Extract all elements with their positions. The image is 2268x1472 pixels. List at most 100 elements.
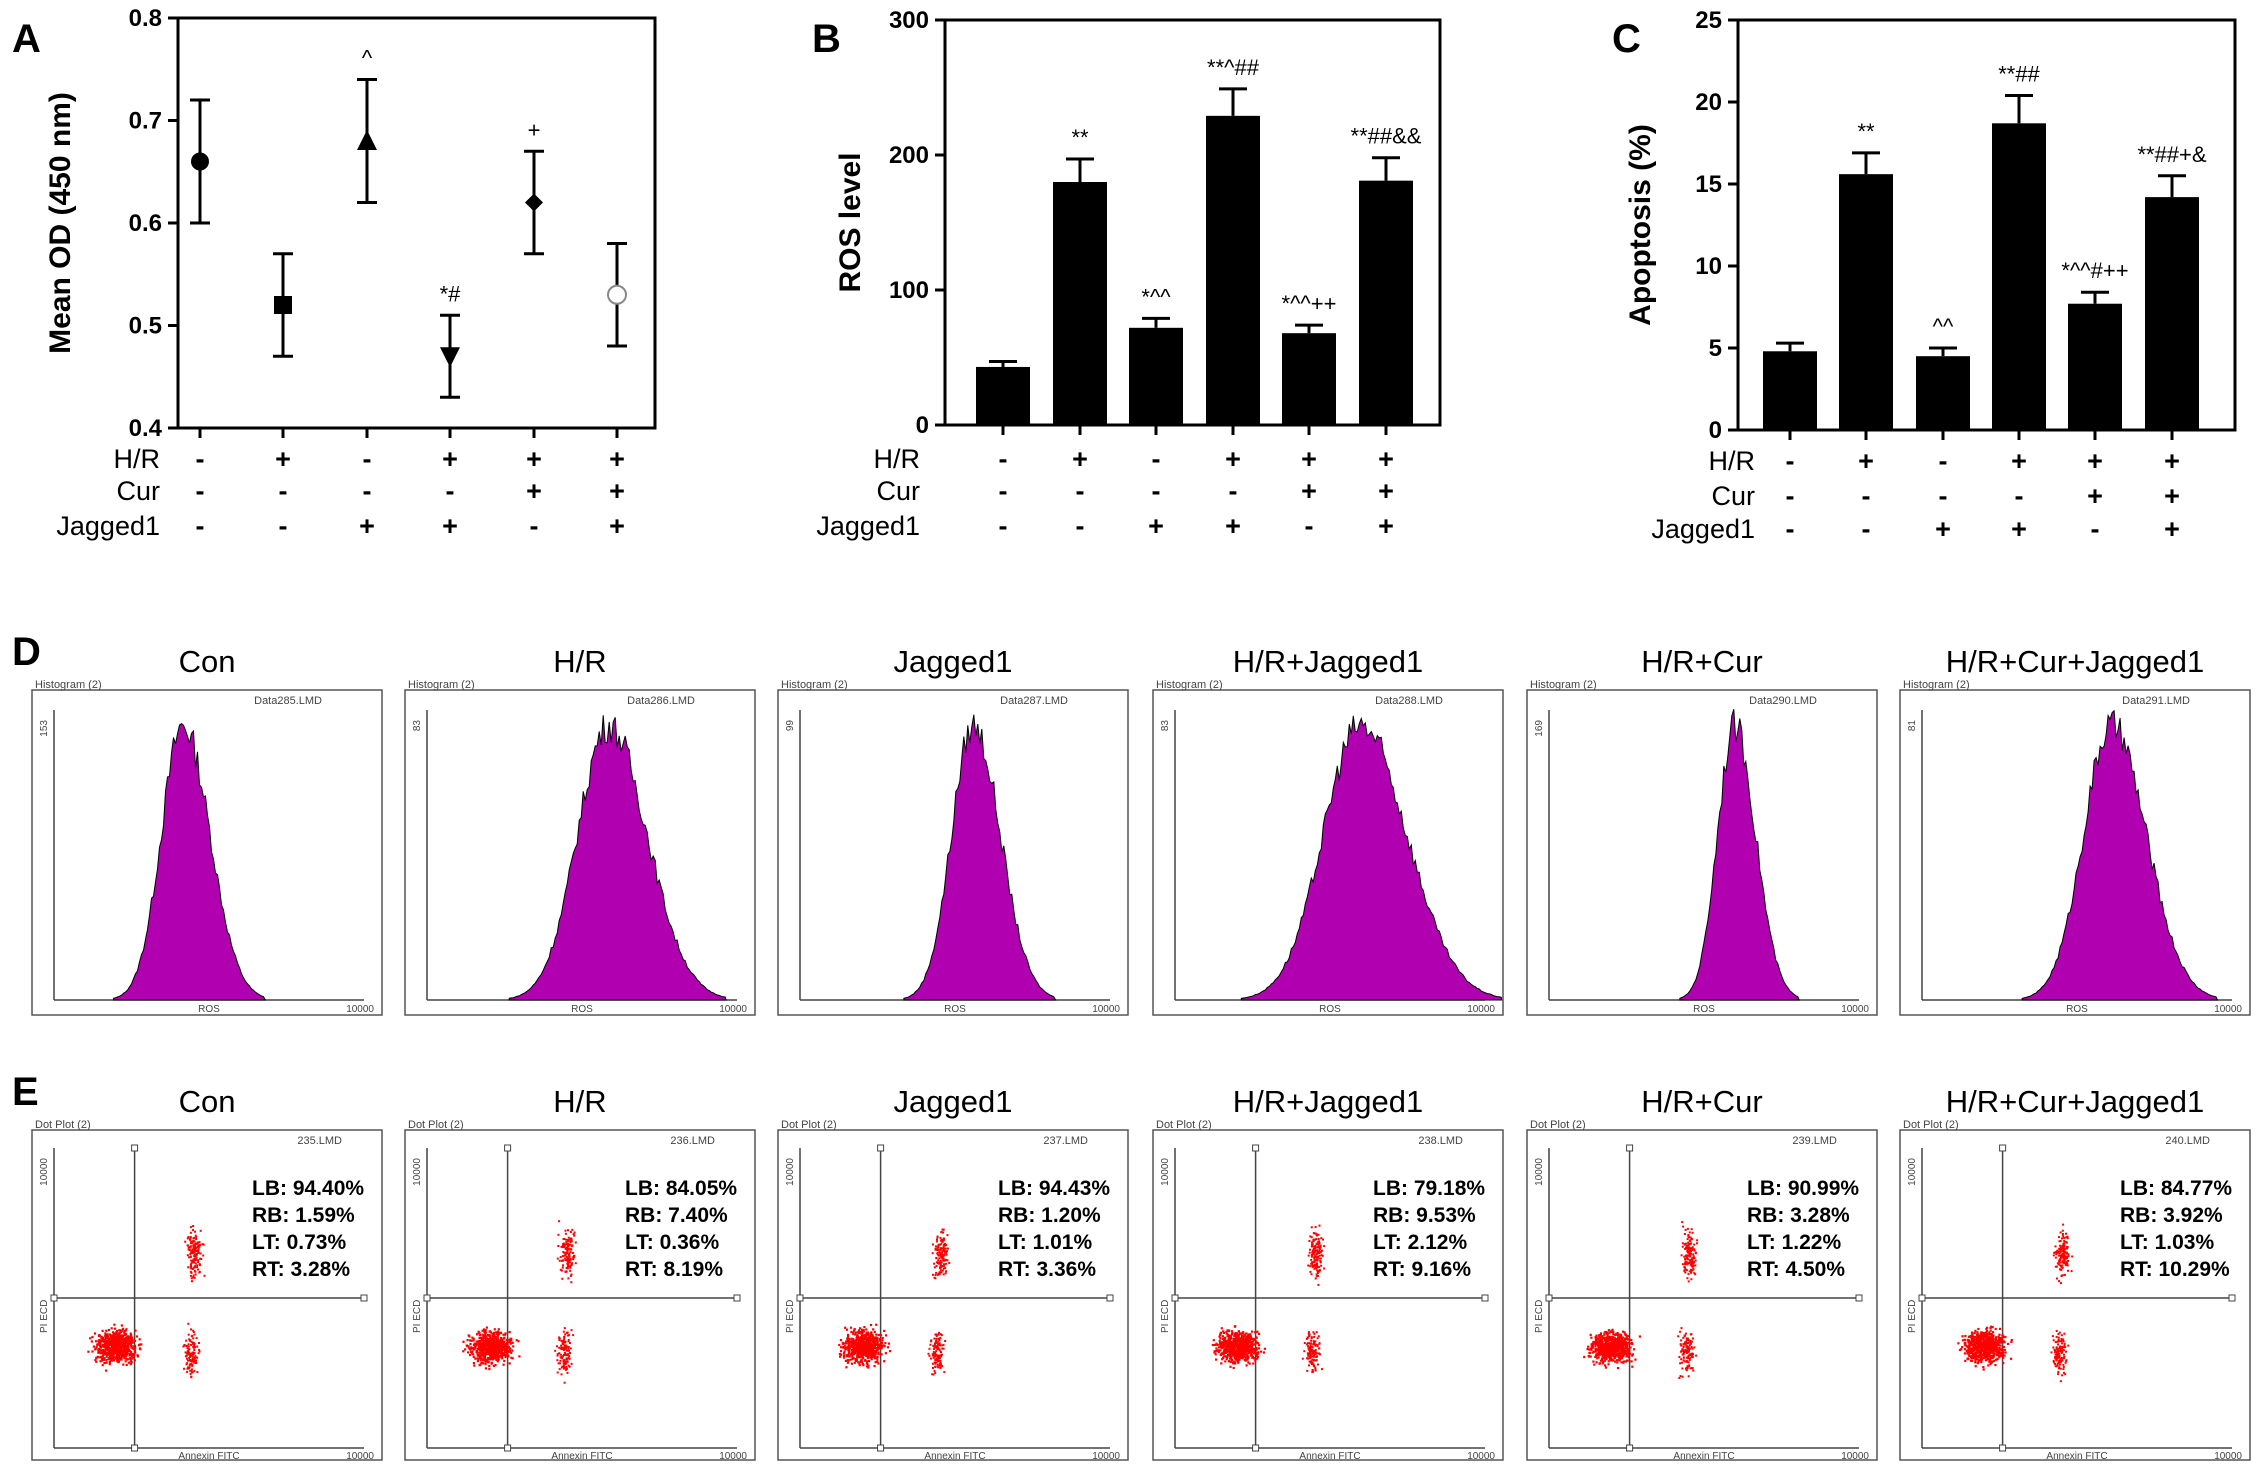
dotplot-dot [1630, 1338, 1633, 1342]
dotplot-dot [565, 1238, 568, 1241]
dotplot-dot [870, 1334, 873, 1337]
dotplot-dot [1690, 1346, 1693, 1348]
dotplot-dot [109, 1337, 112, 1340]
dotplot-dot [944, 1340, 947, 1342]
dotplot-dot [500, 1340, 503, 1343]
dotplot-dot [470, 1352, 474, 1355]
dotplot-dot [1227, 1350, 1230, 1353]
dotplot-dot [199, 1264, 202, 1267]
dotplot-dot [1689, 1243, 1692, 1246]
dotplot-dot [943, 1259, 946, 1262]
dotplot-dot [569, 1243, 572, 1246]
dotplot-dot [567, 1340, 570, 1343]
dotplot-dot [125, 1332, 128, 1335]
dotplot-dot [103, 1357, 106, 1360]
dotplot-dot [1256, 1342, 1260, 1345]
dotplot-dot [1224, 1336, 1227, 1339]
dotplot-dot [1593, 1341, 1596, 1344]
dotplot-dot [472, 1353, 475, 1356]
dotplot-dot [565, 1344, 568, 1347]
dotplot-dot [1610, 1352, 1613, 1355]
dotplot-dot [1597, 1345, 1600, 1348]
dotplot-dot [95, 1345, 98, 1349]
dotplot-dot [496, 1360, 499, 1363]
histogram-xlabel: ROS [1319, 1004, 1341, 1015]
dotplot-dot [1229, 1345, 1232, 1349]
dotplot-dot [1230, 1349, 1233, 1352]
dotplot-dot [1214, 1343, 1217, 1346]
chart-b-ylabel: ROS level [834, 152, 867, 292]
dotplot-dot [939, 1366, 942, 1369]
dotplot-dot [1312, 1248, 1315, 1250]
dotplot-dot [107, 1345, 110, 1348]
dotplot-dot [877, 1333, 880, 1337]
dotplot-title: Con [179, 1084, 236, 1119]
dotplot-dot [500, 1352, 503, 1355]
dotplot-dot [105, 1342, 108, 1345]
dotplot-dot [97, 1341, 101, 1344]
dotplot-dot [484, 1340, 487, 1343]
dotplot-dot [193, 1370, 196, 1373]
dotplot-dot [862, 1347, 865, 1350]
chart-c-condition-sign: - [1786, 514, 1795, 544]
dotplot-dot [1236, 1343, 1239, 1346]
dotplot-dot [483, 1340, 486, 1343]
dotplot-dot [511, 1349, 514, 1352]
dotplot-dot [1687, 1347, 1690, 1350]
dotplot-dot [1318, 1347, 1320, 1350]
dotplot-dot [1682, 1345, 1685, 1348]
dotplot-dot [1681, 1348, 1684, 1351]
dotplot-dot [90, 1340, 93, 1343]
dotplot-dot [936, 1247, 939, 1250]
dotplot-dot [944, 1244, 947, 1247]
dotplot-dot [122, 1338, 125, 1341]
dotplot-dot [191, 1364, 194, 1367]
dotplot-dot [1587, 1355, 1591, 1358]
dotplot-dot [838, 1353, 841, 1356]
dotplot-dot [933, 1352, 936, 1355]
dotplot-dot [1306, 1357, 1309, 1360]
dotplot-dot [853, 1361, 856, 1364]
dotplot-dot [1634, 1358, 1637, 1361]
chart-a-condition-sign: + [526, 444, 542, 474]
dotplot-dot [857, 1347, 860, 1350]
dotplot-dot [560, 1245, 563, 1248]
dotplot-dot [563, 1244, 566, 1247]
dotplot-dot [1318, 1240, 1320, 1243]
dotplot-dot [934, 1345, 937, 1348]
dotplot-dot [1678, 1377, 1681, 1379]
dotplot-dot [847, 1352, 851, 1355]
dotplot-gate-handle [796, 1294, 804, 1302]
dotplot-dot [859, 1349, 862, 1352]
histogram-title: H/R+Cur [1641, 644, 1762, 679]
dotplot-dot [845, 1328, 849, 1331]
dotplot-dot [1237, 1334, 1240, 1337]
dotplot-dot [570, 1329, 573, 1332]
dotplot-dot [1689, 1367, 1692, 1370]
dotplot-dot [938, 1257, 941, 1260]
dotplot-dot [876, 1355, 879, 1359]
dotplot-dot [940, 1261, 943, 1264]
dotplot-dot [1252, 1351, 1256, 1355]
dotplot-dot [1254, 1343, 1257, 1346]
chart-b-annotation: ** [1071, 125, 1089, 150]
dotplot-dot [1616, 1341, 1619, 1344]
dotplot-dot [937, 1343, 939, 1346]
dotplot-dot [1619, 1351, 1622, 1354]
dotplot-dot [487, 1337, 491, 1341]
dotplot-dot [840, 1353, 843, 1356]
dotplot-dot [129, 1357, 132, 1360]
dotplot-dot [1316, 1264, 1319, 1267]
dotplot-dot [490, 1343, 493, 1346]
dotplot-dot [870, 1353, 873, 1356]
dotplot-dot [567, 1236, 570, 1239]
dotplot-dot [1629, 1346, 1632, 1349]
dotplot-file-label: 239.LMD [1792, 1135, 1837, 1147]
dotplot-dot [572, 1258, 575, 1261]
histogram-curve [1679, 708, 1800, 1001]
dotplot-dot [1596, 1357, 1599, 1360]
dotplot-dot [493, 1349, 496, 1352]
dotplot-dot [937, 1333, 940, 1336]
dotplot-dot [110, 1343, 113, 1346]
